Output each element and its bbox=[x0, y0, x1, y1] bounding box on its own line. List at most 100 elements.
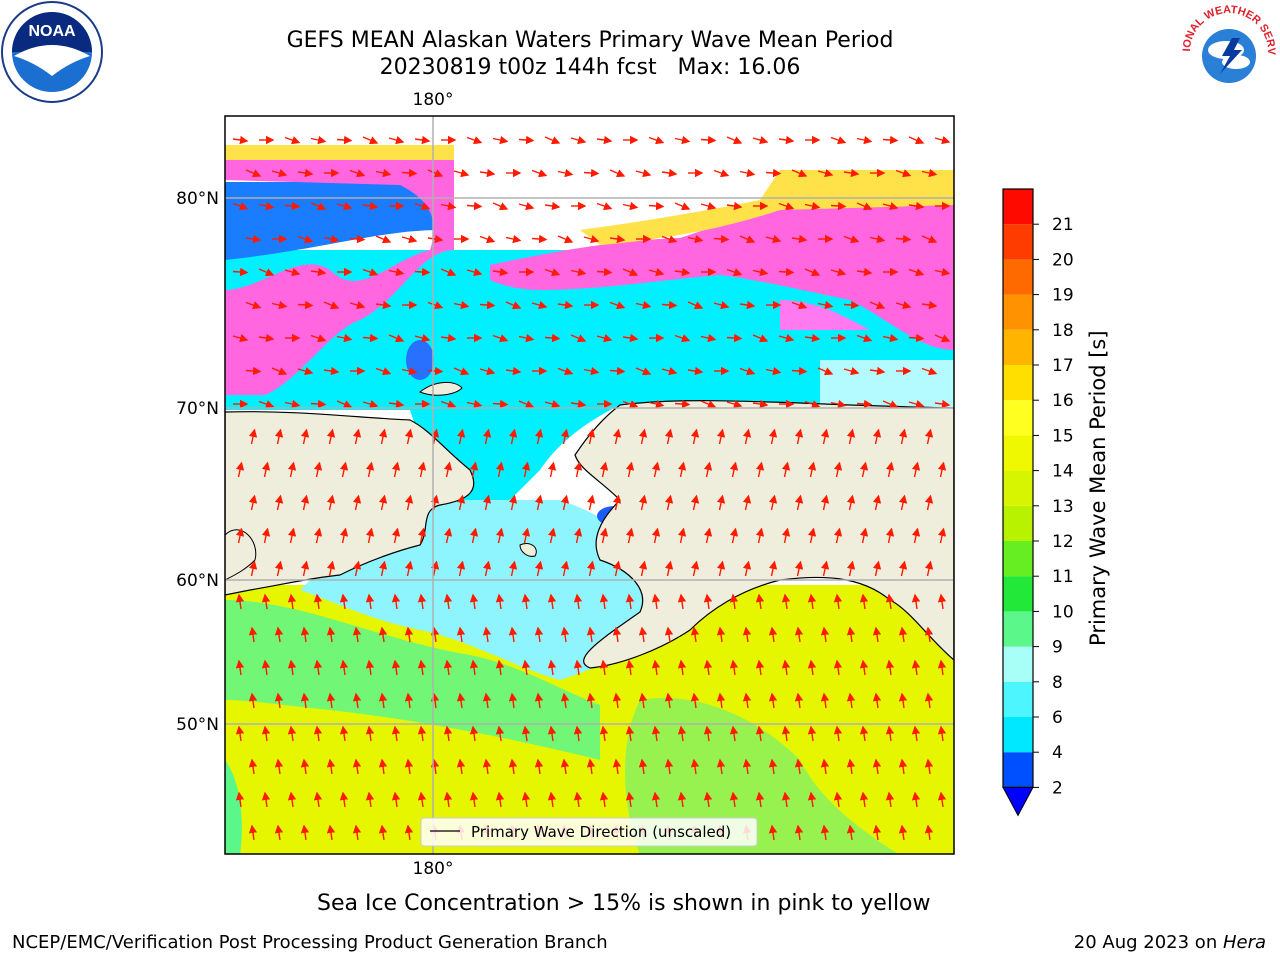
wave-arrow bbox=[310, 267, 327, 277]
wave-arrow bbox=[518, 333, 535, 343]
wave-arrow bbox=[752, 136, 769, 145]
wave-arrow bbox=[492, 202, 509, 211]
wave-arrow bbox=[284, 399, 301, 409]
wave-arrow bbox=[570, 399, 587, 409]
wave-direction-arrows bbox=[232, 135, 951, 841]
wave-arrow bbox=[846, 428, 856, 445]
wave-arrow bbox=[768, 560, 778, 577]
wave-arrow bbox=[443, 461, 453, 478]
wave-arrow bbox=[898, 758, 908, 775]
chukchi-sea-field bbox=[225, 250, 954, 500]
wave-arrow bbox=[404, 560, 414, 577]
wave-arrow bbox=[482, 692, 492, 709]
wave-arrow bbox=[531, 169, 548, 178]
wave-arrow bbox=[274, 626, 284, 643]
colorbar-tick-label: 20 bbox=[1052, 250, 1074, 270]
wave-arrow bbox=[352, 824, 362, 841]
wave-arrow bbox=[469, 593, 479, 610]
wave-arrow bbox=[518, 135, 535, 145]
wave-arrow bbox=[768, 428, 778, 445]
wave-arrow bbox=[378, 626, 388, 643]
wave-arrow bbox=[482, 758, 492, 775]
wave-arrow bbox=[586, 626, 596, 643]
colorbar-tick-label: 21 bbox=[1052, 215, 1074, 235]
colorbar-bin bbox=[1003, 717, 1033, 753]
wave-arrow bbox=[417, 593, 427, 610]
wave-arrow bbox=[742, 758, 752, 775]
wave-arrow bbox=[937, 527, 947, 544]
wave-arrow bbox=[414, 267, 431, 277]
wave-arrow bbox=[479, 235, 496, 244]
wave-arrow bbox=[271, 300, 288, 310]
wave-arrow bbox=[310, 202, 327, 211]
wave-arrow bbox=[674, 334, 691, 343]
colorbar-bin bbox=[1003, 752, 1033, 788]
wave-arrow bbox=[690, 758, 700, 775]
wave-arrow bbox=[401, 366, 418, 376]
map-grid-and-labels: 180° 180° 80°N 70°N 60°N 50°N Primary Wave Dir… bbox=[176, 90, 955, 879]
wave-arrow bbox=[323, 366, 340, 376]
wave-arrow bbox=[677, 725, 687, 742]
wave-arrow bbox=[648, 268, 665, 277]
wave-arrow bbox=[651, 461, 661, 478]
wave-arrow bbox=[521, 527, 531, 544]
wave-arrow bbox=[495, 791, 505, 808]
wave-arrow bbox=[742, 626, 752, 643]
wave-arrow bbox=[859, 725, 869, 742]
colorbar-tick-label: 2 bbox=[1052, 778, 1063, 798]
wave-arrow bbox=[622, 201, 639, 211]
wave-arrow bbox=[391, 791, 401, 808]
land-chukotka bbox=[225, 411, 475, 596]
wave-arrow bbox=[609, 169, 626, 178]
wave-arrow bbox=[365, 659, 375, 676]
wave-arrow bbox=[856, 135, 873, 145]
wave-arrow bbox=[716, 560, 726, 577]
wave-arrow bbox=[232, 267, 249, 277]
wave-arrow bbox=[547, 791, 557, 808]
wave-arrow bbox=[430, 560, 440, 577]
wave-arrow bbox=[791, 366, 808, 376]
wave-arrow bbox=[768, 692, 778, 709]
wave-arrow bbox=[248, 560, 258, 577]
wave-arrow bbox=[635, 169, 652, 178]
wave-arrow bbox=[505, 234, 522, 244]
colorbar-bin bbox=[1003, 400, 1033, 436]
colorbar-tick-label: 8 bbox=[1052, 673, 1063, 693]
wave-arrow bbox=[856, 399, 873, 409]
wave-arrow bbox=[427, 234, 444, 244]
wave-arrow bbox=[872, 824, 882, 841]
wave-arrow bbox=[297, 300, 314, 310]
wave-arrow bbox=[846, 560, 856, 577]
wave-arrow bbox=[703, 461, 713, 478]
wave-arrow bbox=[443, 659, 453, 676]
wave-arrow bbox=[794, 758, 804, 775]
wave-arrow bbox=[921, 367, 938, 376]
wave-arrow bbox=[404, 758, 414, 775]
wave-arrow bbox=[778, 334, 795, 343]
wave-arrow bbox=[482, 626, 492, 643]
wave-arrow bbox=[261, 527, 271, 544]
wave-arrow bbox=[937, 659, 947, 676]
wave-arrow bbox=[677, 527, 687, 544]
wave-arrow bbox=[466, 201, 483, 211]
wave-arrow bbox=[378, 494, 388, 511]
wave-arrow bbox=[898, 494, 908, 511]
wave-arrow bbox=[586, 428, 596, 445]
colorbar-tick-label: 17 bbox=[1052, 356, 1074, 376]
wave-arrow bbox=[401, 235, 418, 244]
wave-arrow bbox=[625, 527, 635, 544]
wave-arrow bbox=[560, 494, 570, 511]
wave-arrow bbox=[609, 366, 626, 376]
wave-arrow bbox=[235, 725, 245, 742]
wave-arrow bbox=[885, 593, 895, 610]
wave-arrow bbox=[365, 593, 375, 610]
wave-arrow bbox=[375, 300, 392, 310]
wave-arrow bbox=[885, 461, 895, 478]
wave-arrow bbox=[235, 593, 245, 610]
wave-arrow bbox=[755, 527, 765, 544]
wave-arrow bbox=[560, 692, 570, 709]
wave-arrow bbox=[859, 791, 869, 808]
wave-arrow bbox=[261, 725, 271, 742]
wave-arrow bbox=[287, 791, 297, 808]
